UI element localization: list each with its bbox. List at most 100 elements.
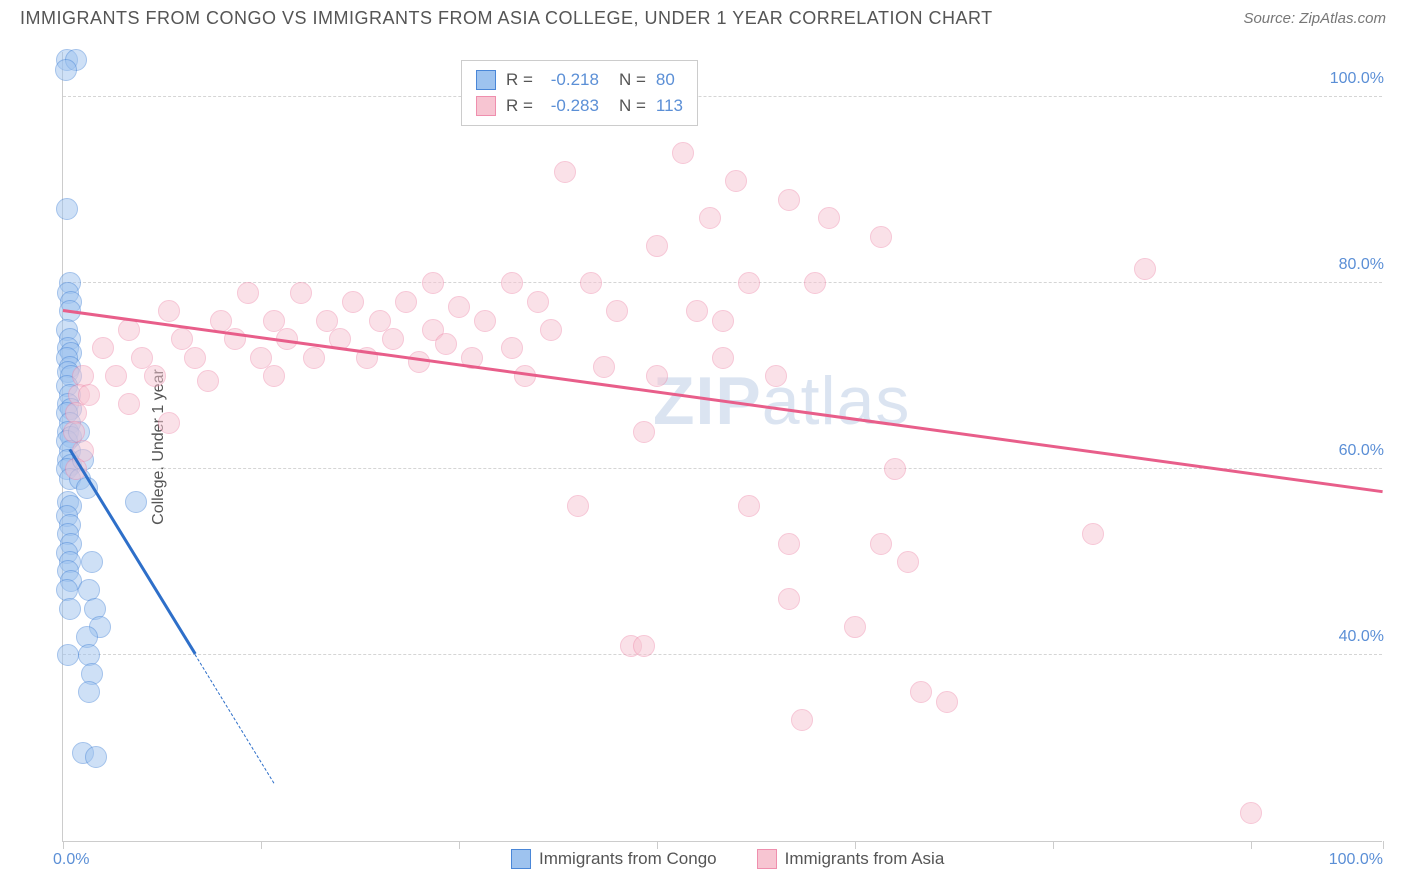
- scatter-point: [606, 300, 628, 322]
- y-tick-label: 80.0%: [1314, 256, 1384, 274]
- scatter-point: [56, 198, 78, 220]
- legend-swatch: [757, 849, 777, 869]
- scatter-point: [435, 333, 457, 355]
- x-tick: [855, 841, 856, 849]
- scatter-point: [765, 365, 787, 387]
- scatter-point: [646, 235, 668, 257]
- scatter-point: [474, 310, 496, 332]
- scatter-point: [844, 616, 866, 638]
- scatter-point: [78, 384, 100, 406]
- scatter-point: [870, 533, 892, 555]
- x-tick-label: 100.0%: [1329, 851, 1383, 869]
- scatter-point: [448, 296, 470, 318]
- x-tick-label: 0.0%: [53, 851, 89, 869]
- chart-title: IMMIGRANTS FROM CONGO VS IMMIGRANTS FROM…: [20, 8, 993, 29]
- scatter-point: [1082, 523, 1104, 545]
- stat-n-label: N =: [619, 96, 646, 116]
- scatter-point: [105, 365, 127, 387]
- scatter-point: [804, 272, 826, 294]
- x-tick: [1251, 841, 1252, 849]
- scatter-point: [59, 598, 81, 620]
- scatter-point: [580, 272, 602, 294]
- scatter-point: [263, 365, 285, 387]
- legend-swatch: [476, 70, 496, 90]
- scatter-point: [501, 272, 523, 294]
- scatter-point: [501, 337, 523, 359]
- x-tick: [63, 841, 64, 849]
- gridline-h: [63, 654, 1382, 655]
- scatter-point: [118, 393, 140, 415]
- scatter-point: [395, 291, 417, 313]
- scatter-point: [646, 365, 668, 387]
- scatter-point: [382, 328, 404, 350]
- y-tick-label: 60.0%: [1314, 442, 1384, 460]
- scatter-point: [712, 310, 734, 332]
- scatter-point: [237, 282, 259, 304]
- scatter-point: [540, 319, 562, 341]
- scatter-point: [81, 551, 103, 573]
- scatter-point: [342, 291, 364, 313]
- stat-r-value: -0.283: [539, 96, 599, 116]
- scatter-point: [910, 681, 932, 703]
- scatter-point: [1240, 802, 1262, 824]
- series-legend: Immigrants from Congo Immigrants from Asi…: [511, 849, 944, 869]
- scatter-point: [408, 351, 430, 373]
- scatter-point: [92, 337, 114, 359]
- scatter-point: [738, 272, 760, 294]
- scatter-point: [567, 495, 589, 517]
- legend-swatch: [476, 96, 496, 116]
- stats-legend-row: R =-0.218N =80: [476, 67, 683, 93]
- gridline-h: [63, 96, 1382, 97]
- scatter-point: [686, 300, 708, 322]
- gridline-h: [63, 282, 1382, 283]
- scatter-point: [633, 421, 655, 443]
- scatter-point: [527, 291, 549, 313]
- trend-line: [195, 654, 275, 784]
- scatter-point: [633, 635, 655, 657]
- x-tick: [657, 841, 658, 849]
- scatter-point: [78, 681, 100, 703]
- scatter-point: [778, 588, 800, 610]
- scatter-point: [158, 300, 180, 322]
- scatter-point: [514, 365, 536, 387]
- y-axis-label: College, Under 1 year: [150, 369, 168, 525]
- stat-n-value: 80: [656, 70, 675, 90]
- scatter-point: [85, 746, 107, 768]
- scatter-point: [197, 370, 219, 392]
- scatter-point: [118, 319, 140, 341]
- legend-label: Immigrants from Asia: [785, 849, 945, 869]
- scatter-point: [936, 691, 958, 713]
- scatter-point: [158, 412, 180, 434]
- scatter-point: [57, 644, 79, 666]
- legend-swatch: [511, 849, 531, 869]
- x-tick: [261, 841, 262, 849]
- scatter-point: [712, 347, 734, 369]
- scatter-point: [125, 491, 147, 513]
- scatter-point: [184, 347, 206, 369]
- chart-source: Source: ZipAtlas.com: [1243, 10, 1386, 27]
- scatter-point: [791, 709, 813, 731]
- scatter-point: [778, 533, 800, 555]
- legend-item: Immigrants from Congo: [511, 849, 717, 869]
- scatter-point: [870, 226, 892, 248]
- scatter-point: [672, 142, 694, 164]
- scatter-point: [725, 170, 747, 192]
- scatter-point: [778, 189, 800, 211]
- scatter-point: [422, 272, 444, 294]
- x-tick: [459, 841, 460, 849]
- y-tick-label: 40.0%: [1314, 628, 1384, 646]
- stats-legend: R =-0.218N =80R =-0.283N =113: [461, 60, 698, 126]
- stat-n-label: N =: [619, 70, 646, 90]
- scatter-point: [699, 207, 721, 229]
- scatter-point: [738, 495, 760, 517]
- stats-legend-row: R =-0.283N =113: [476, 93, 683, 119]
- scatter-point: [144, 365, 166, 387]
- scatter-point: [897, 551, 919, 573]
- scatter-point: [884, 458, 906, 480]
- scatter-point: [1134, 258, 1156, 280]
- trend-line: [63, 309, 1383, 493]
- scatter-point: [303, 347, 325, 369]
- scatter-point: [593, 356, 615, 378]
- stat-r-value: -0.218: [539, 70, 599, 90]
- chart-plot-area: College, Under 1 year ZIPatlas 40.0%60.0…: [62, 52, 1382, 842]
